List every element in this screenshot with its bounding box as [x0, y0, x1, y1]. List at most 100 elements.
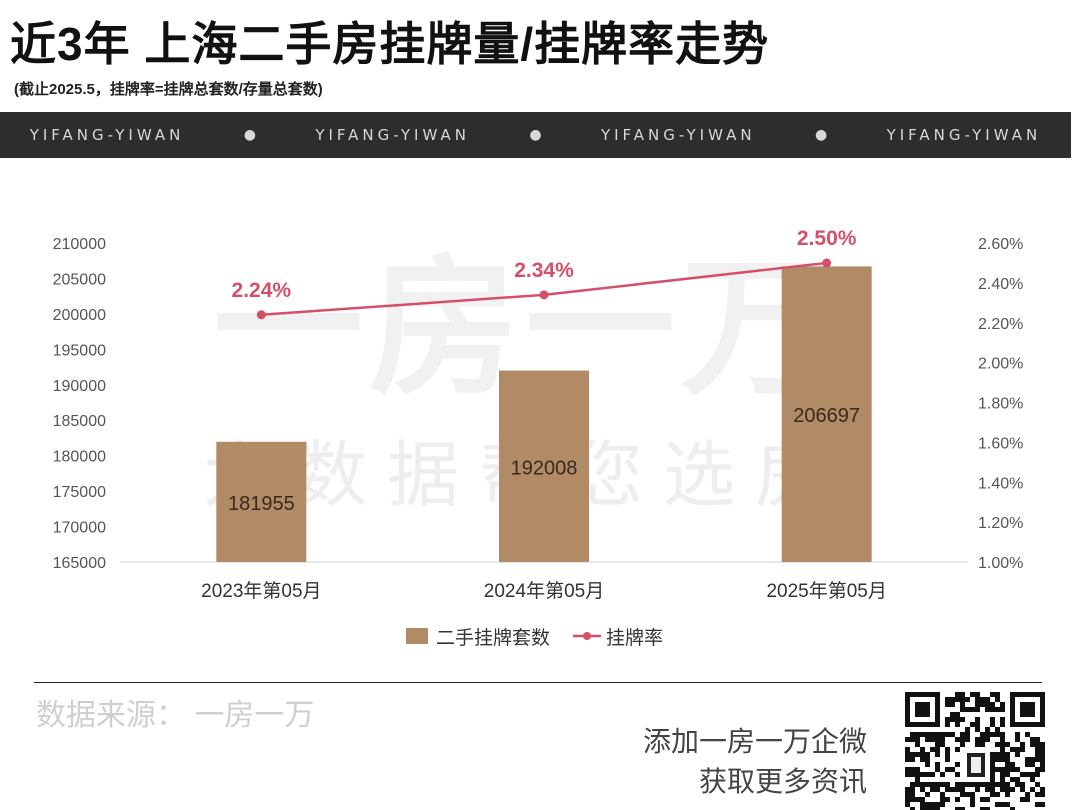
chart: 一房一万 大数据帮您选房 165000170000175000180000185… [53, 227, 1024, 649]
y-left-tick-label: 205000 [53, 271, 106, 288]
qr-module [975, 787, 980, 792]
qr-module [1035, 737, 1040, 742]
qr-module [925, 732, 930, 737]
x-tick-label: 2024年第05月 [484, 580, 604, 602]
qr-module [960, 707, 965, 712]
qr-module [910, 797, 915, 802]
qr-module [940, 772, 945, 777]
line-point [822, 258, 832, 268]
qr-module [930, 807, 935, 810]
y-left-tick-label: 180000 [53, 449, 106, 466]
qr-module [960, 737, 965, 742]
qr-module [975, 737, 980, 742]
qr-module [925, 802, 930, 807]
qr-module [945, 717, 950, 722]
qr-module [905, 747, 910, 752]
qr-module [910, 787, 915, 792]
qr-module [1005, 757, 1010, 762]
qr-module [955, 722, 960, 727]
qr-module [920, 782, 925, 787]
qr-module [970, 707, 975, 712]
qr-module [985, 707, 990, 712]
qr-module [905, 797, 910, 802]
qr-module [1000, 717, 1005, 722]
line-point [256, 310, 266, 320]
qr-module [935, 767, 940, 772]
qr-module [1030, 772, 1035, 777]
qr-module [990, 717, 995, 722]
qr-module [930, 732, 935, 737]
brand-banner: YIFANG-YIWAN ● YIFANG-YIWAN ● YIFANG-YIW… [0, 112, 1071, 158]
qr-module [960, 807, 965, 810]
qr-module [965, 707, 970, 712]
qr-module [975, 702, 980, 707]
qr-module [945, 732, 950, 737]
qr-module [965, 737, 970, 742]
qr-module [905, 787, 910, 792]
qr-module [955, 712, 960, 717]
y-left-tick-label: 190000 [53, 378, 106, 395]
qr-module [940, 802, 945, 807]
qr-module [960, 692, 965, 697]
qr-module [970, 782, 975, 787]
qr-module [990, 777, 995, 782]
data-source: 数据来源： 一房一万 [36, 699, 315, 732]
qr-module [1035, 757, 1040, 762]
qr-module [980, 807, 985, 810]
qr-module [1025, 757, 1030, 762]
y-right-tick-label: 1.40% [978, 475, 1023, 492]
qr-module [930, 782, 935, 787]
qr-module [960, 787, 965, 792]
qr-finder [1020, 702, 1035, 717]
bar [499, 370, 589, 562]
banner-dot-icon: ● [529, 127, 542, 143]
qr-module [1000, 767, 1005, 772]
footer-divider [34, 682, 1042, 683]
qr-module [965, 782, 970, 787]
qr-module [990, 772, 995, 777]
qr-module [1040, 757, 1045, 762]
qr-module [925, 762, 930, 767]
qr-module [970, 792, 975, 797]
qr-module [990, 782, 995, 787]
qr-module [910, 752, 915, 757]
qr-module [1035, 747, 1040, 752]
qr-module [915, 767, 920, 772]
qr-module [980, 702, 985, 707]
qr-module [995, 767, 1000, 772]
x-tick-label: 2025年第05月 [766, 580, 886, 602]
qr-module [1015, 777, 1020, 782]
qr-module [950, 732, 955, 737]
qr-module [1040, 792, 1045, 797]
qr-module [960, 717, 965, 722]
qr-module [975, 722, 980, 727]
legend: 二手挂牌套数 挂牌率 [406, 627, 663, 649]
qr-logo [971, 757, 981, 773]
qr-module [1015, 767, 1020, 772]
qr-module [985, 807, 990, 810]
qr-module [925, 807, 930, 810]
qr-module [1030, 787, 1035, 792]
qr-module [950, 767, 955, 772]
qr-code[interactable] [905, 692, 1045, 810]
qr-module [905, 802, 910, 807]
y-right-tick-label: 1.00% [978, 555, 1023, 572]
qr-module [990, 757, 995, 762]
qr-module [1025, 762, 1030, 767]
qr-module [920, 732, 925, 737]
qr-module [1000, 772, 1005, 777]
line-data-label: 2.50% [797, 227, 857, 250]
qr-module [925, 757, 930, 762]
qr-module [975, 782, 980, 787]
qr-module [1040, 802, 1045, 807]
qr-module [960, 782, 965, 787]
bar [216, 441, 307, 562]
qr-module [1000, 777, 1005, 782]
qr-module [960, 697, 965, 702]
qr-module [995, 792, 1000, 797]
qr-module [960, 792, 965, 797]
qr-module [1040, 767, 1045, 772]
qr-module [990, 702, 995, 707]
qr-module [1010, 807, 1015, 810]
qr-finder [915, 702, 930, 717]
